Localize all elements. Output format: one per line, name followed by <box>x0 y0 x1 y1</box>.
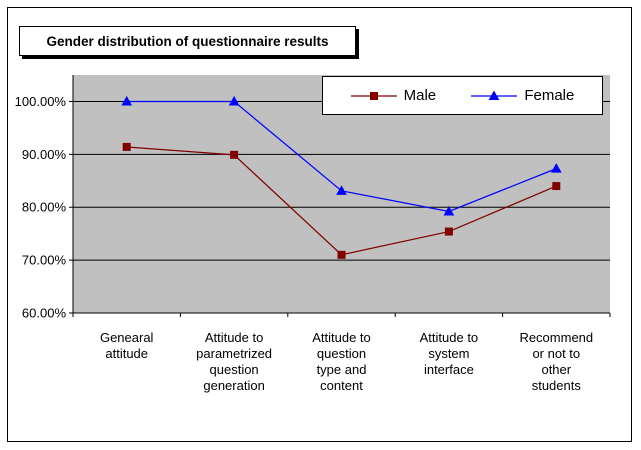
male-data-point <box>230 150 239 159</box>
x-category-label: Attitude to question type and content <box>312 330 371 393</box>
y-axis-ticks <box>69 100 73 314</box>
x-axis-ticks <box>72 313 611 317</box>
female-data-point <box>550 163 562 173</box>
legend-label-male: Male <box>403 87 437 104</box>
y-tick-label: 70.00% <box>22 253 67 268</box>
male-data-point <box>552 182 561 191</box>
female-data-point <box>443 205 455 216</box>
y-tick-label: 80.00% <box>22 200 67 215</box>
male-series-marker-icon <box>350 91 397 100</box>
legend-entry-female: Female <box>471 87 574 104</box>
x-category-label: Attitude to parametrized question generatio… <box>196 330 272 393</box>
male-data-point <box>122 142 131 151</box>
x-category-label: Genearal attitude <box>100 330 154 361</box>
x-category-label: Attitude to system interface <box>420 330 479 377</box>
female-data-point <box>228 95 240 106</box>
legend-glyph <box>369 91 378 100</box>
female-data-point <box>121 95 133 106</box>
male-data-point <box>444 227 453 236</box>
female-series <box>121 95 562 216</box>
chart-title: Gender distribution of questionnaire res… <box>46 33 329 49</box>
male-series <box>122 142 561 259</box>
female-series-marker-icon <box>471 89 518 100</box>
male-data-point <box>337 250 346 259</box>
y-axis-labels: 60.00% 70.00% 80.00% 90.00% 100.00% <box>15 94 67 321</box>
x-axis-labels: Genearal attitude Attitude to parametrized q… <box>100 330 593 393</box>
female-data-point <box>336 185 347 195</box>
y-tick-label: 60.00% <box>22 306 67 321</box>
chart-title-box: Gender distribution of questionnaire res… <box>19 26 356 56</box>
legend-entry-male: Male <box>350 87 437 104</box>
legend-glyph <box>488 89 500 100</box>
y-tick-label: 100.00% <box>15 94 67 109</box>
figure-border <box>7 7 632 442</box>
legend-label-female: Female <box>524 87 575 104</box>
y-tick-label: 90.00% <box>22 147 67 162</box>
x-category-label: Recommend or not to other students <box>519 330 593 393</box>
legend: Male Female <box>322 76 603 115</box>
